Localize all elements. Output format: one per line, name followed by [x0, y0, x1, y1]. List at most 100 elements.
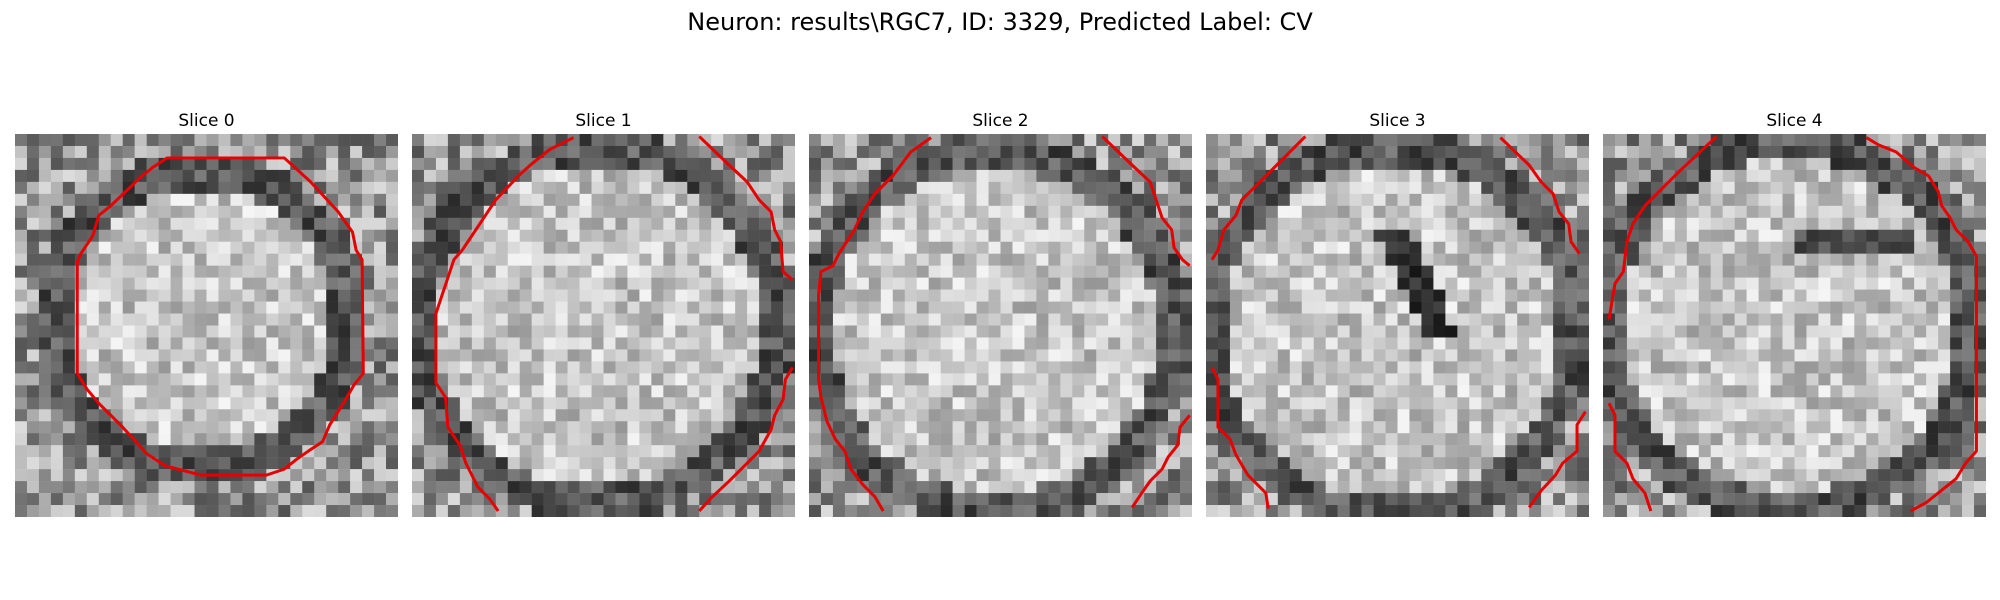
pixel-cell	[892, 229, 905, 242]
pixel-cell	[495, 253, 508, 266]
pixel-cell	[435, 157, 449, 171]
pixel-cell	[1373, 229, 1386, 242]
pixel-cell	[218, 241, 231, 254]
pixel-cell	[1782, 409, 1795, 422]
pixel-cell	[1373, 181, 1386, 195]
pixel-cell	[1349, 301, 1362, 314]
pixel-cell	[1974, 181, 1986, 195]
pixel-cell	[62, 409, 76, 422]
pixel-cell	[206, 313, 219, 326]
pixel-cell	[711, 445, 724, 458]
pixel-cell	[1469, 433, 1482, 446]
pixel-cell	[1842, 145, 1855, 159]
pixel-cell	[1854, 301, 1867, 314]
pixel-cell	[218, 481, 231, 494]
pixel-cell	[386, 145, 398, 159]
pixel-cell	[1746, 265, 1759, 278]
pixel-cell	[639, 217, 652, 230]
pixel-cell	[1626, 265, 1640, 278]
pixel-cell	[1445, 505, 1458, 517]
pixel-cell	[182, 229, 195, 242]
pixel-cell	[122, 481, 135, 494]
pixel-cell	[1385, 229, 1398, 242]
pixel-cell	[230, 253, 243, 266]
pixel-cell	[1818, 361, 1831, 374]
pixel-cell	[615, 253, 628, 266]
pixel-cell	[1469, 325, 1482, 338]
pixel-cell	[1481, 421, 1494, 434]
pixel-cell	[1746, 421, 1759, 434]
pixel-cell	[1313, 134, 1326, 147]
pixel-cell	[1265, 505, 1279, 517]
pixel-cell	[1313, 181, 1326, 195]
pixel-cell	[122, 134, 135, 147]
pixel-cell	[302, 217, 315, 230]
pixel-cell	[916, 373, 929, 386]
pixel-cell	[62, 134, 76, 147]
pixel-cell	[832, 457, 846, 470]
pixel-cell	[1758, 397, 1771, 410]
pixel-cell	[567, 181, 580, 195]
pixel-cell	[759, 301, 772, 314]
pixel-cell	[50, 421, 64, 434]
pixel-cell	[1313, 217, 1326, 230]
pixel-cell	[1289, 481, 1302, 494]
pixel-cell	[1265, 145, 1279, 159]
pixel-cell	[1674, 253, 1688, 266]
pixel-cell	[1060, 457, 1073, 470]
pixel-cell	[1866, 229, 1879, 242]
pixel-cell	[844, 493, 858, 506]
pixel-cell	[1156, 361, 1169, 374]
pixel-cell	[182, 481, 195, 494]
pixel-cell	[603, 157, 616, 171]
pixel-cell	[1974, 145, 1986, 159]
pixel-cell	[447, 241, 461, 254]
pixel-cell	[326, 301, 339, 314]
pixel-cell	[1024, 505, 1037, 517]
pixel-cell	[62, 337, 76, 350]
pixel-cell	[868, 169, 882, 183]
pixel-cell	[1469, 157, 1482, 171]
pixel-cell	[266, 457, 279, 470]
pixel-cell	[194, 409, 207, 422]
pixel-cell	[15, 229, 28, 242]
pixel-cell	[218, 193, 231, 207]
pixel-cell	[206, 193, 219, 207]
pixel-cell	[1445, 445, 1458, 458]
pixel-cell	[374, 409, 387, 422]
pixel-cell	[1084, 385, 1097, 398]
pixel-cell	[1541, 373, 1554, 386]
pixel-cell	[1698, 301, 1711, 314]
pixel-cell	[1650, 253, 1664, 266]
pixel-cell	[1036, 337, 1049, 350]
pixel-cell	[1409, 169, 1422, 183]
pixel-cell	[1866, 397, 1879, 410]
pixel-cell	[844, 337, 858, 350]
pixel-cell	[471, 313, 485, 326]
pixel-cell	[519, 409, 532, 422]
pixel-cell	[1806, 193, 1819, 207]
pixel-cell	[1565, 145, 1578, 159]
pixel-cell	[447, 193, 461, 207]
pixel-cell	[1072, 241, 1085, 254]
pixel-cell	[447, 469, 461, 482]
pixel-cell	[940, 385, 953, 398]
pixel-cell	[820, 457, 834, 470]
pixel-cell	[856, 277, 870, 290]
pixel-cell	[38, 457, 52, 470]
pixel-cell	[1289, 217, 1302, 230]
pixel-cell	[543, 397, 556, 410]
pixel-cell	[639, 181, 652, 195]
pixel-cell	[15, 469, 28, 482]
pixel-cell	[1445, 193, 1458, 207]
pixel-cell	[1373, 433, 1386, 446]
pixel-cell	[1132, 325, 1145, 338]
pixel-cell	[723, 181, 736, 195]
pixel-cell	[711, 181, 724, 195]
pixel-cell	[86, 445, 100, 458]
pixel-cell	[374, 445, 387, 458]
pixel-cell	[314, 361, 327, 374]
pixel-cell	[326, 481, 339, 494]
pixel-cell	[350, 301, 363, 314]
pixel-cell	[699, 481, 712, 494]
